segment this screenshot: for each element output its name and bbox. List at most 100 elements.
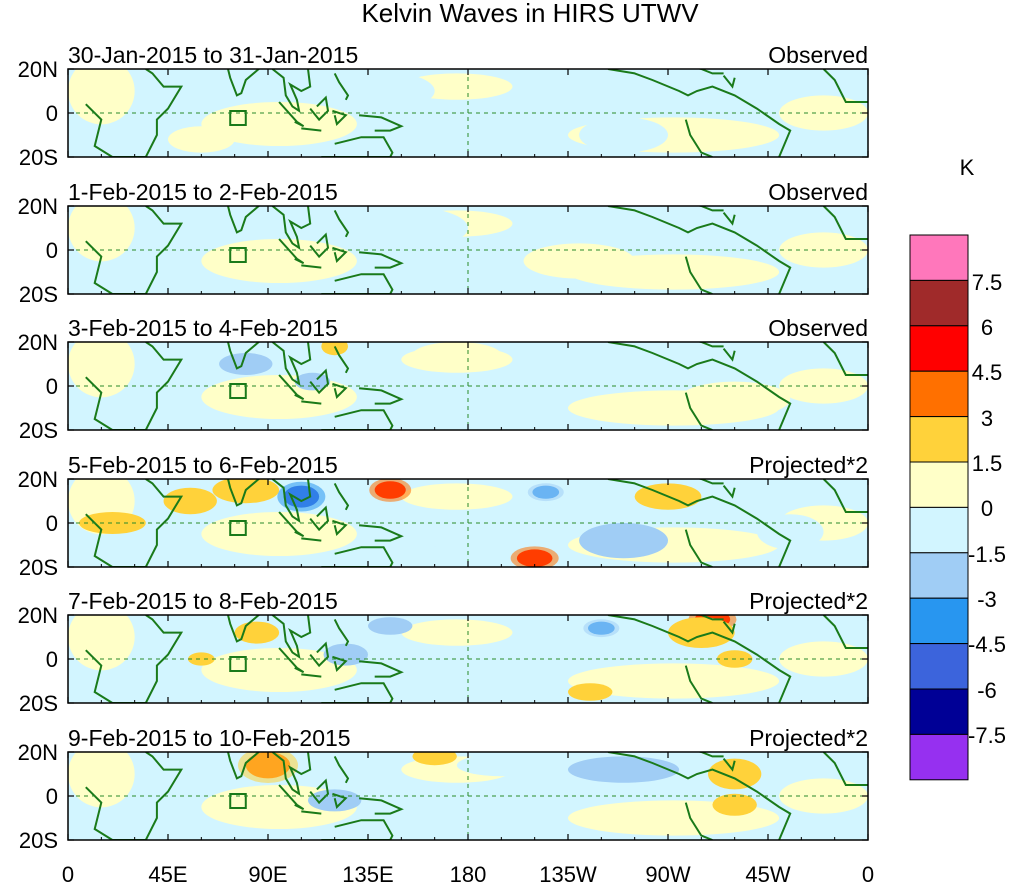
colorbar-unit: K [960, 155, 975, 180]
coastline [309, 641, 330, 668]
colorbar-label: 1.5 [972, 451, 1003, 476]
anomaly-blob [456, 754, 546, 777]
colorbar-swatch [909, 234, 969, 281]
anomaly-blob [756, 514, 824, 550]
coastline [301, 810, 322, 815]
coastline [85, 752, 184, 840]
field-band [68, 206, 135, 262]
coastline [271, 342, 312, 386]
anomaly-blob [379, 520, 468, 548]
colorbar-swatch [909, 416, 969, 463]
colorbar-label: 7.5 [972, 270, 1003, 295]
coastline [278, 101, 305, 128]
panel-date: 5-Feb-2015 to 6-Feb-2015 [68, 452, 338, 478]
panel-coastlines [85, 752, 868, 840]
panel: 5-Feb-2015 to 6-Feb-2015 Projected*2 20N… [18, 452, 869, 580]
coastline [359, 251, 404, 269]
panel-label: Observed [768, 42, 868, 68]
anomaly-blob [708, 758, 762, 790]
coastline [85, 479, 184, 567]
panel-label: Observed [768, 179, 868, 205]
coastline [722, 211, 736, 226]
coastline [227, 342, 261, 370]
colorbar-label: 6 [981, 315, 993, 340]
panel-frame [67, 751, 869, 841]
panel-coastlines [85, 479, 868, 567]
coastline [822, 752, 868, 786]
anomaly-blob [412, 752, 457, 766]
panel-label: Projected*2 [749, 725, 868, 751]
panel-frame [67, 341, 869, 431]
lon-tick-label: 90E [248, 862, 287, 887]
anomaly-blob [168, 126, 235, 153]
anomaly-blob [163, 487, 217, 515]
coastline [271, 615, 312, 659]
coastline [227, 69, 261, 97]
coastline [822, 69, 868, 103]
coastline [271, 206, 312, 250]
coastline [697, 615, 724, 621]
coastline [359, 524, 404, 542]
coastline [309, 778, 330, 805]
colorbar-label: -1.5 [968, 542, 1006, 567]
colorbar-label: 4.5 [972, 360, 1003, 385]
coastline [722, 74, 736, 89]
coastline [227, 752, 261, 780]
lat-tick-label: 0 [46, 101, 58, 126]
coastline [271, 752, 312, 796]
coastline [309, 95, 330, 122]
coastline [309, 505, 330, 532]
anomaly-blob [679, 381, 791, 417]
coastline [309, 232, 330, 259]
panel-frame [67, 614, 869, 704]
anomaly-blob [568, 756, 680, 783]
panel: 3-Feb-2015 to 4-Feb-2015 Observed 20N 0 … [18, 315, 869, 443]
coastline [321, 682, 394, 703]
coastline [684, 119, 713, 157]
anomaly-blob [712, 793, 757, 816]
panel-frame [67, 68, 869, 158]
lat-tick-label: 20N [18, 603, 58, 628]
colorbar-swatch [909, 552, 969, 599]
colorbar-label: -6 [977, 678, 997, 703]
coastline [607, 69, 792, 157]
anomaly-blob [188, 652, 215, 666]
lat-tick-label: 20N [18, 194, 58, 219]
coastline [301, 127, 322, 132]
field-band [201, 375, 357, 419]
coastline [333, 482, 350, 511]
region-box [229, 656, 247, 672]
coastline [359, 114, 404, 132]
coastline [697, 342, 724, 348]
anomaly-halo [583, 619, 620, 638]
field-band [68, 69, 135, 125]
anomaly-blob [579, 523, 668, 559]
coastline [822, 479, 868, 513]
coastline [607, 752, 792, 840]
coastline [607, 479, 792, 567]
coastline [332, 519, 348, 536]
panel-date: 7-Feb-2015 to 8-Feb-2015 [68, 588, 338, 614]
coastline [684, 256, 713, 294]
lat-tick-label: 0 [46, 511, 58, 536]
anomaly-blob [368, 617, 413, 635]
panel-coastlines [85, 69, 868, 157]
chart-title: Kelvin Waves in HIRS UTWV [361, 0, 699, 28]
coastline [333, 755, 350, 784]
coastline [607, 206, 792, 294]
region-box [229, 793, 247, 809]
coastline [333, 209, 350, 238]
lat-tick-label: 20N [18, 467, 58, 492]
lat-tick-label: 0 [46, 784, 58, 809]
lat-tick-label: 20S [19, 418, 58, 443]
panel-coastlines [85, 206, 868, 294]
coastline [278, 647, 305, 674]
panel: 9-Feb-2015 to 10-Feb-2015 Projected*2 20… [18, 725, 869, 853]
coastline [332, 655, 348, 672]
anomaly-blob [334, 206, 468, 250]
lat-tick-label: 20N [18, 57, 58, 82]
panel: 30-Jan-2015 to 31-Jan-2015 Observed 20N … [18, 42, 869, 170]
coastline [301, 400, 322, 405]
coastline [321, 546, 394, 567]
